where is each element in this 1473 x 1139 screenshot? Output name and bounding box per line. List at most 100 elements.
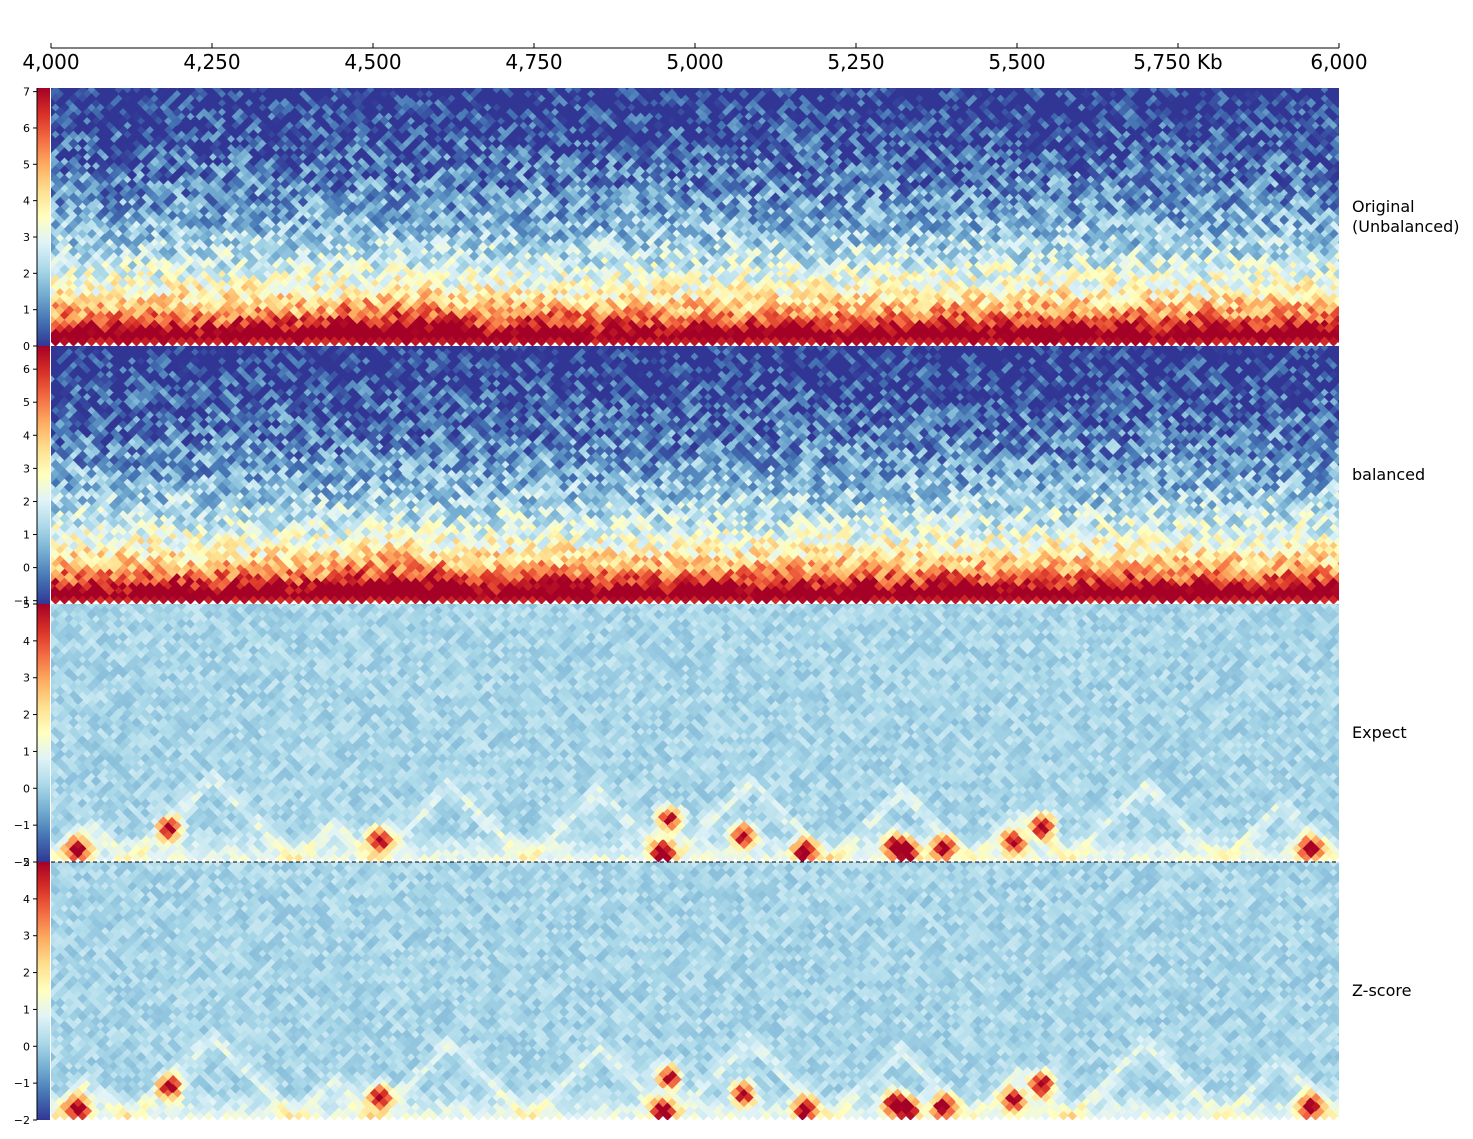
heatmap-cell-group [77, 1101, 88, 1112]
heatmap-cell-group [225, 282, 808, 302]
heatmap-cell-group [1247, 504, 1258, 515]
heatmap-cell-group [1292, 594, 1303, 604]
colorbar-tick-label: −1 [14, 1077, 30, 1090]
heatmap-cell-group [986, 219, 997, 230]
heatmap-cell-group [702, 223, 714, 235]
heatmap-cell-group [396, 223, 408, 235]
heatmap-cell-group [158, 291, 1330, 320]
heatmap-cell-group [1148, 576, 1159, 587]
heatmap-cell-group [1202, 300, 1213, 311]
heatmap-cell-group [527, 1110, 538, 1120]
heatmap-cell-group [140, 369, 169, 398]
heatmap-cell-group [95, 360, 763, 452]
heatmap-cell-group [158, 450, 1231, 547]
heatmap-cell-group [387, 1096, 399, 1108]
colorbar-tick-label: 5 [23, 158, 30, 171]
heatmap-cell-group [1017, 811, 1029, 823]
track-label: (Unbalanced) [1352, 217, 1459, 236]
heatmap-cell-group [783, 1105, 795, 1117]
heatmap-cell-group [900, 304, 912, 316]
heatmap-cell-group [171, 811, 183, 823]
heatmap-cell-group [1085, 567, 1096, 578]
heatmap-cell-group [297, 228, 925, 284]
heatmap-cell-group [86, 594, 97, 604]
colorbar-tick-label: 0 [23, 562, 30, 575]
heatmap-cell-group [185, 336, 970, 346]
heatmap-cell-group [428, 852, 439, 862]
heatmap-cell-group [51, 862, 1339, 1112]
heatmap-cell-group [1215, 463, 1245, 475]
heatmap-cell-group [257, 513, 268, 524]
heatmap-cell-group [131, 286, 826, 316]
heatmap-cell-group [59, 219, 1308, 298]
colorbar-tick-label: 1 [23, 529, 30, 542]
heatmap-cell-group [657, 811, 669, 823]
heatmap-cell-group [167, 1092, 178, 1103]
heatmap-cell-group [1310, 567, 1321, 578]
heatmap-cell-group [581, 594, 592, 604]
heatmap-cell-group [657, 313, 669, 325]
heatmap-cell-group [306, 241, 318, 253]
heatmap-cell-group [734, 1101, 745, 1112]
heatmap-cell-group [608, 304, 633, 320]
heatmap-cell-group [158, 1092, 169, 1103]
heatmap-cell-group [1305, 1087, 1317, 1099]
heatmap-cell-group [122, 1038, 1137, 1112]
heatmap-cell-group [405, 544, 417, 556]
heatmap-cell-group [365, 594, 376, 604]
heatmap-cell-group [788, 843, 799, 854]
heatmap-cell-group [1323, 1105, 1335, 1117]
heatmap-cell-group [743, 1083, 754, 1094]
heatmap-cell-group [657, 829, 669, 841]
heatmap-cell-group [234, 526, 1002, 569]
heatmap-cell-group [590, 405, 601, 416]
heatmap-cell-group [153, 1087, 165, 1099]
heatmap-cell-group [270, 838, 282, 850]
heatmap-cell-group [1013, 1101, 1024, 1112]
heatmap-cell-group [68, 88, 1303, 235]
heatmap-cell-group [153, 1078, 165, 1090]
heatmap-cell-group [882, 1096, 894, 1108]
heatmap-cell-group [819, 1105, 831, 1117]
heatmap-cell-group [788, 852, 799, 862]
colorbar-tick-label: −1 [14, 819, 30, 832]
heatmap-cell-group [941, 1110, 952, 1120]
heatmap-cell-group [1337, 561, 1339, 566]
heatmap-cell-group [365, 1110, 376, 1120]
heatmap-cell-group [923, 405, 934, 416]
heatmap-cell-group [936, 1105, 948, 1117]
heatmap-cell-group [725, 423, 736, 434]
heatmap-cell-group [51, 259, 102, 289]
heatmap-cell-group [1251, 304, 1263, 316]
heatmap-cell-group [693, 409, 705, 421]
heatmap-cell-group [63, 838, 75, 850]
heatmap-cell-group [284, 295, 948, 311]
heatmap-cell-group [51, 604, 1330, 836]
heatmap-cell-group [59, 843, 70, 854]
heatmap-cell-group [239, 567, 250, 578]
heatmap-cell-group [126, 553, 1308, 587]
heatmap-cell-group [716, 129, 727, 140]
heatmap-cell-group [189, 313, 1168, 346]
colorbar-tick-label: 3 [23, 462, 30, 475]
heatmap-cell-group [410, 75, 420, 85]
heatmap-cell-group [788, 1110, 799, 1120]
track-3: −2 −1 0 1 2 3 4 5 Z-score [14, 856, 1412, 1127]
heatmap-cell-group [167, 531, 1182, 578]
heatmap-cell-group [162, 1069, 174, 1081]
heatmap-cell-group [167, 304, 1317, 334]
heatmap-cell-group [1310, 237, 1321, 248]
heatmap-cell-group [666, 1096, 678, 1108]
heatmap-cell-group [630, 553, 642, 565]
heatmap-cell-group [180, 373, 192, 385]
heatmap-cell-group [428, 360, 439, 371]
heatmap-cell-group [117, 1105, 129, 1117]
colorbar [37, 604, 50, 862]
colorbar-tick-label: 7 [23, 86, 30, 99]
colorbar [37, 862, 50, 1120]
heatmap-cell-group [72, 609, 1339, 818]
heatmap-cell-group [428, 327, 1294, 346]
heatmap-cell-group [1017, 1087, 1029, 1099]
heatmap-cell-group [531, 346, 1047, 470]
heatmap-cell-group [51, 862, 1335, 1099]
